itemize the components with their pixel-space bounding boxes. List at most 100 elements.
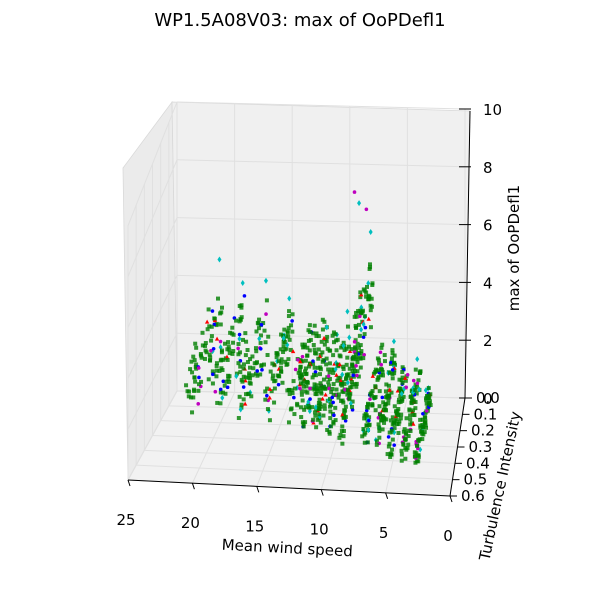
z-tick-label: 6 [483, 217, 493, 235]
data-point [301, 424, 306, 429]
data-point [248, 365, 253, 370]
data-point [265, 386, 270, 391]
data-point [415, 356, 420, 363]
data-point [256, 321, 261, 326]
data-point [253, 346, 258, 351]
data-point [237, 335, 242, 342]
data-point [408, 417, 413, 422]
data-point [231, 349, 236, 354]
data-point [383, 408, 388, 413]
data-point [204, 350, 209, 355]
data-point [350, 399, 355, 404]
data-point [343, 408, 348, 413]
data-point [349, 380, 354, 385]
data-point [354, 349, 359, 354]
data-point [272, 386, 277, 391]
data-point [317, 412, 322, 417]
data-point [403, 430, 408, 435]
data-point [349, 347, 354, 352]
data-point [402, 427, 407, 432]
data-point [398, 394, 403, 399]
data-point [358, 295, 363, 300]
data-point [188, 367, 193, 372]
data-point [392, 371, 397, 376]
data-point [412, 413, 417, 418]
data-point [337, 353, 342, 358]
data-point [388, 455, 393, 460]
data-point [399, 390, 404, 397]
data-point [191, 354, 196, 359]
data-point [421, 432, 426, 437]
data-point [287, 295, 292, 302]
data-point [221, 379, 226, 384]
data-point [279, 369, 284, 374]
data-point [340, 371, 345, 378]
data-point [283, 359, 288, 364]
data-point [227, 351, 232, 356]
data-point [236, 361, 241, 366]
data-point [408, 422, 413, 427]
data-point [327, 404, 332, 409]
data-point [281, 344, 286, 349]
data-point [340, 441, 345, 446]
x-tick [191, 483, 195, 490]
data-point [413, 387, 418, 392]
data-point [413, 367, 418, 372]
data-point [329, 390, 334, 395]
data-point [209, 324, 214, 329]
data-point [366, 297, 371, 302]
data-point [334, 372, 339, 377]
data-point [397, 419, 402, 424]
data-point [359, 326, 364, 333]
data-point [328, 416, 333, 421]
data-point [330, 395, 335, 400]
data-point [367, 415, 372, 420]
y-tick-label: 0.4 [466, 454, 490, 472]
data-point [408, 429, 413, 434]
data-point [335, 337, 340, 342]
x-tick-label: 10 [310, 521, 329, 539]
data-point [354, 314, 359, 319]
data-point [333, 405, 338, 410]
data-point [386, 401, 391, 406]
data-point [263, 340, 268, 345]
data-point [287, 337, 292, 342]
data-point [218, 387, 223, 392]
data-point [348, 376, 353, 381]
data-point [345, 388, 350, 393]
data-point [274, 355, 279, 360]
data-point [376, 368, 381, 373]
data-point [286, 420, 291, 425]
y-tick-label: 0.3 [469, 438, 493, 456]
data-point [382, 404, 387, 409]
data-point [325, 427, 330, 432]
data-point [427, 395, 432, 400]
data-point [197, 375, 201, 380]
data-point [368, 229, 373, 236]
data-point [358, 308, 363, 313]
data-point [314, 383, 319, 388]
data-point [356, 322, 361, 327]
data-point [404, 385, 409, 390]
data-point [193, 341, 198, 346]
data-point [255, 360, 260, 365]
data-point [279, 332, 284, 337]
data-point [389, 360, 393, 365]
data-point [331, 393, 336, 398]
data-point [239, 305, 244, 310]
data-point [362, 332, 367, 337]
data-point [386, 393, 391, 398]
data-point [317, 407, 322, 412]
data-point [196, 402, 201, 406]
data-point [325, 334, 330, 339]
data-point [377, 425, 382, 430]
data-point [300, 398, 305, 403]
data-point [308, 397, 312, 401]
data-point [241, 385, 246, 389]
z-gridline-left [127, 390, 178, 481]
data-point [361, 427, 366, 432]
data-point [331, 340, 336, 345]
data-point [264, 298, 269, 303]
data-point [324, 339, 329, 344]
data-point [320, 385, 325, 390]
